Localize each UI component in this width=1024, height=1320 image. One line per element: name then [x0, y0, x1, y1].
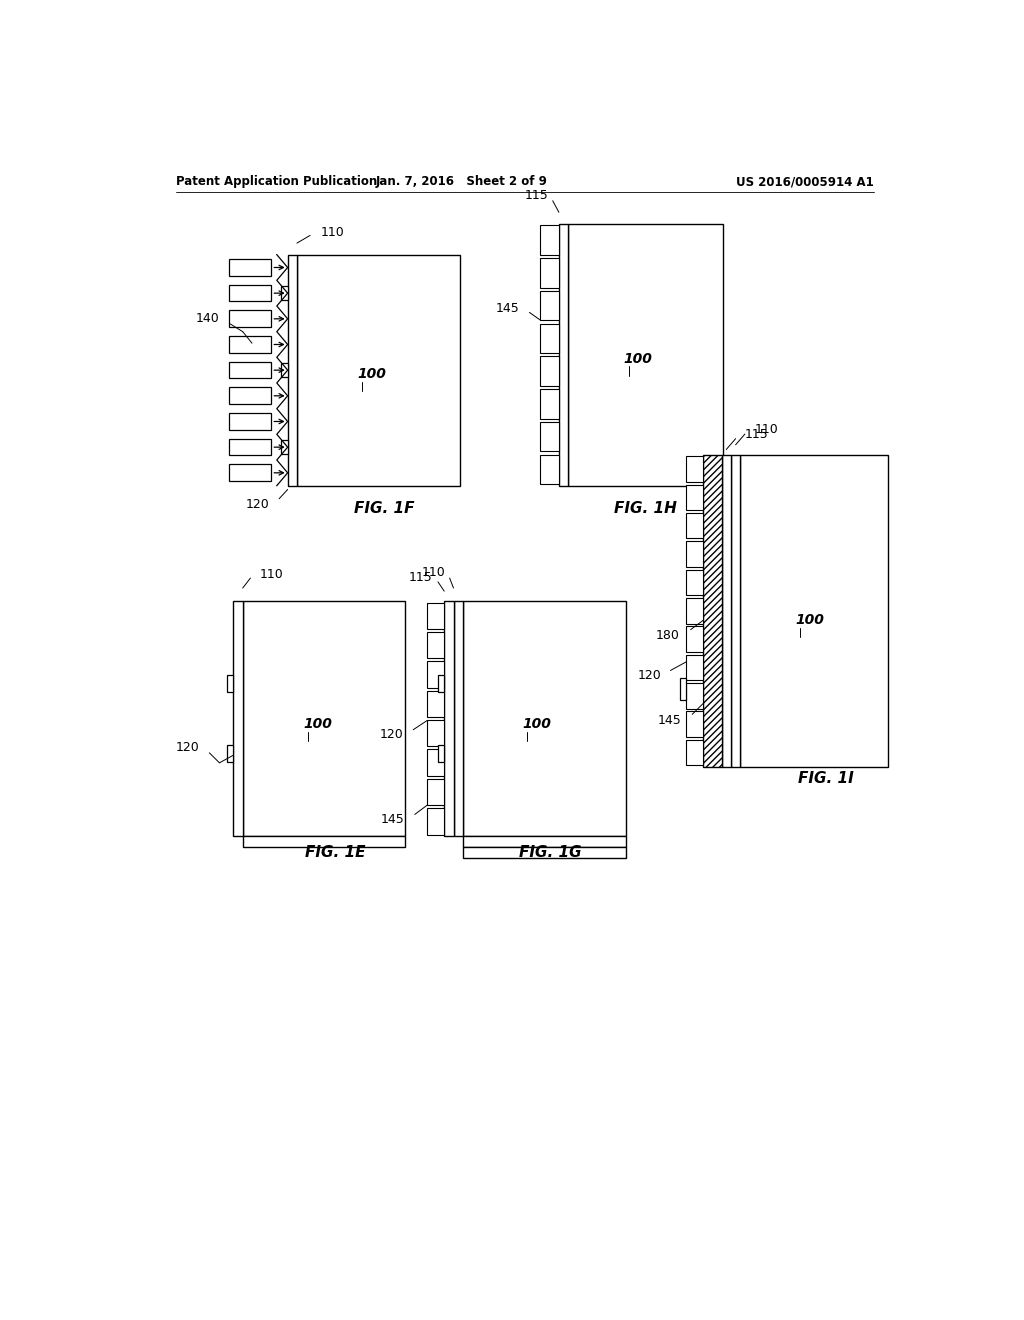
Text: 115: 115: [409, 570, 432, 583]
Bar: [686, 627, 703, 652]
Bar: [427, 690, 444, 717]
Bar: [228, 438, 271, 455]
Text: 180: 180: [656, 630, 680, 643]
Bar: [686, 541, 703, 566]
Bar: [444, 601, 454, 836]
Text: 120: 120: [380, 727, 403, 741]
Bar: [288, 255, 297, 486]
Bar: [454, 601, 463, 836]
Text: 115: 115: [524, 189, 548, 202]
Bar: [541, 356, 559, 385]
Bar: [686, 598, 703, 623]
Bar: [731, 455, 740, 767]
Bar: [740, 455, 888, 767]
Bar: [559, 224, 568, 486]
Bar: [686, 457, 703, 482]
Bar: [438, 675, 444, 692]
Bar: [297, 255, 460, 486]
Bar: [227, 746, 233, 762]
Bar: [228, 362, 271, 379]
Text: 120: 120: [638, 669, 662, 682]
Text: 145: 145: [657, 714, 681, 727]
Bar: [427, 808, 444, 834]
Text: FIG. 1H: FIG. 1H: [614, 502, 677, 516]
Text: 140: 140: [196, 312, 219, 325]
Bar: [282, 363, 288, 378]
Bar: [438, 746, 444, 762]
Bar: [427, 632, 444, 659]
Text: 145: 145: [496, 302, 519, 315]
Text: 115: 115: [744, 428, 769, 441]
Bar: [228, 388, 271, 404]
Text: 120: 120: [175, 741, 200, 754]
Bar: [686, 711, 703, 737]
Bar: [541, 259, 559, 288]
Bar: [427, 779, 444, 805]
Bar: [686, 570, 703, 595]
Bar: [228, 310, 271, 327]
Bar: [541, 389, 559, 418]
Text: FIG. 1I: FIG. 1I: [798, 771, 853, 785]
Text: Patent Application Publication: Patent Application Publication: [176, 176, 377, 187]
Text: 100: 100: [796, 614, 824, 627]
Bar: [228, 259, 271, 276]
Bar: [686, 739, 703, 766]
Bar: [541, 290, 559, 321]
Bar: [686, 655, 703, 680]
Text: 120: 120: [246, 499, 269, 511]
Bar: [427, 719, 444, 747]
Bar: [686, 682, 703, 709]
Bar: [427, 603, 444, 630]
Bar: [541, 226, 559, 255]
Bar: [463, 847, 626, 858]
Bar: [541, 454, 559, 484]
Text: 100: 100: [357, 367, 387, 381]
Bar: [686, 513, 703, 539]
Bar: [282, 440, 288, 454]
Bar: [541, 422, 559, 451]
Text: FIG. 1E: FIG. 1E: [305, 845, 366, 861]
Text: Jan. 7, 2016   Sheet 2 of 9: Jan. 7, 2016 Sheet 2 of 9: [376, 176, 547, 187]
Bar: [686, 484, 703, 510]
Text: 110: 110: [422, 566, 445, 579]
Text: 145: 145: [381, 813, 404, 825]
Text: 100: 100: [523, 717, 552, 731]
Text: 100: 100: [303, 717, 333, 731]
Text: 110: 110: [755, 422, 778, 436]
Bar: [680, 678, 686, 700]
Bar: [243, 836, 406, 847]
Bar: [282, 286, 288, 300]
Bar: [228, 413, 271, 430]
Bar: [227, 675, 233, 692]
Bar: [243, 601, 406, 836]
Bar: [427, 661, 444, 688]
Text: FIG. 1G: FIG. 1G: [519, 845, 582, 861]
Bar: [568, 224, 723, 486]
Bar: [463, 601, 626, 836]
Bar: [228, 337, 271, 352]
Bar: [722, 455, 731, 767]
Bar: [228, 285, 271, 301]
Text: 100: 100: [624, 351, 652, 366]
Bar: [228, 465, 271, 482]
Text: FIG. 1F: FIG. 1F: [353, 502, 414, 516]
Text: 110: 110: [321, 226, 344, 239]
Bar: [463, 836, 626, 847]
Bar: [541, 323, 559, 354]
Text: 110: 110: [260, 568, 284, 581]
Text: US 2016/0005914 A1: US 2016/0005914 A1: [736, 176, 873, 187]
Bar: [233, 601, 243, 836]
Bar: [703, 455, 722, 767]
Bar: [427, 750, 444, 776]
